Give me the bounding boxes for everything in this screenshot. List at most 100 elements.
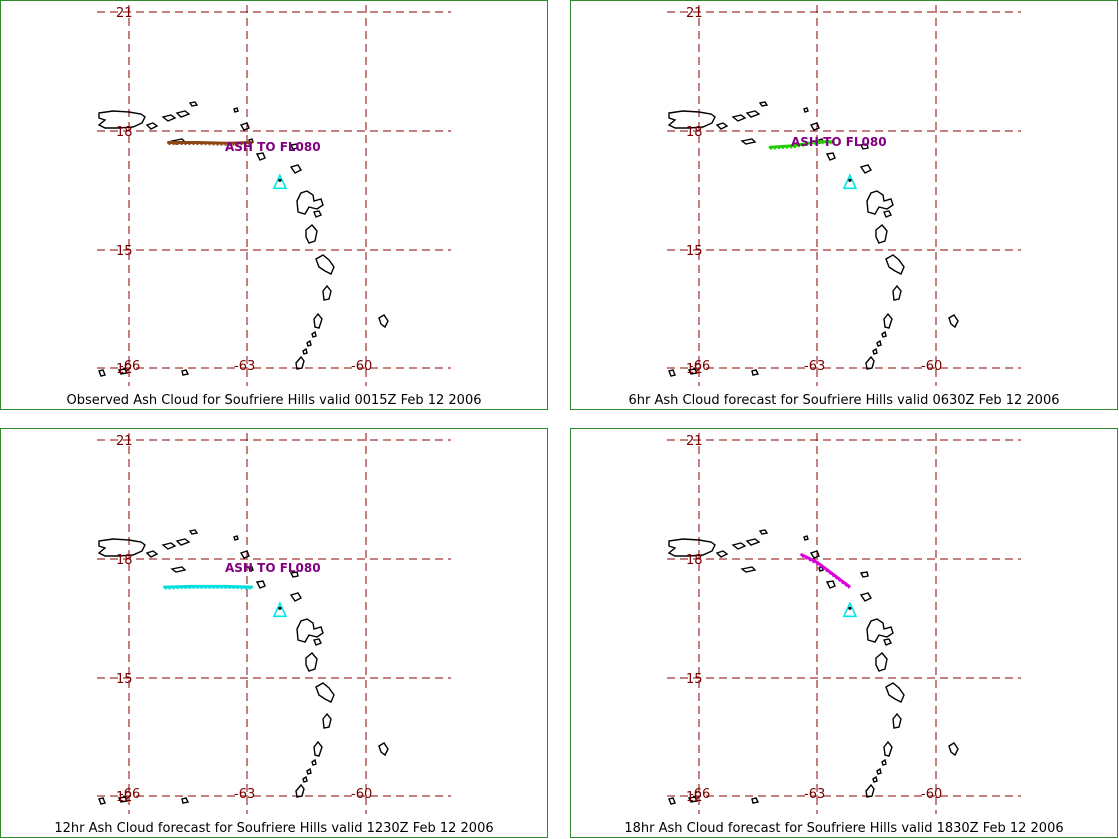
lat-tick-label: 12	[116, 790, 133, 805]
ash-cloud-trajectory	[167, 141, 253, 145]
coast-bonaire-area	[181, 797, 190, 804]
coast-grenada	[295, 783, 305, 798]
coast-curacao-area	[687, 796, 699, 803]
coastlines	[667, 101, 959, 377]
coast-grenadines-2	[876, 339, 882, 347]
coast-vieques	[715, 550, 729, 558]
lat-tick-label: 15	[686, 244, 703, 259]
coast-grenadines-2	[306, 339, 312, 347]
coast-guadeloupe	[296, 190, 324, 215]
lon-tick-label: -60	[351, 787, 372, 802]
coast-barbados	[378, 314, 389, 329]
coast-anguilla	[803, 107, 809, 113]
coast-st-vincent	[883, 312, 893, 329]
coast-grenadines-1	[881, 758, 887, 766]
coast-barbuda	[859, 143, 869, 150]
coast-anguilla	[233, 535, 239, 541]
coast-marie-galante	[313, 638, 322, 646]
coast-st-kitts	[825, 580, 836, 589]
coast-virgin-islands-1	[731, 114, 747, 122]
volcano-vent-dot	[848, 178, 852, 182]
lat-tick-label: 15	[116, 244, 133, 259]
coast-st-croix	[740, 566, 757, 573]
coast-grenadines-1	[881, 330, 887, 338]
caption-18hr: 18hr Ash Cloud forecast for Soufriere Hi…	[624, 821, 1064, 836]
caption-6hr: 6hr Ash Cloud forecast for Soufriere Hil…	[628, 393, 1060, 408]
lat-tick-label: 18	[686, 553, 703, 568]
coast-grenada	[865, 783, 875, 798]
coast-virgin-islands-3	[758, 101, 769, 107]
coast-barbados	[948, 314, 959, 329]
coast-martinique	[315, 682, 335, 703]
ash-cloud-fringe	[168, 144, 252, 146]
coast-dominica	[305, 224, 318, 244]
grid-lines	[667, 5, 1021, 386]
coastlines	[667, 529, 959, 805]
caption-observed: Observed Ash Cloud for Soufriere Hills v…	[66, 393, 482, 408]
coast-grenadines-3	[872, 347, 878, 355]
lat-tick-label: 21	[116, 434, 133, 449]
caption-12hr: 12hr Ash Cloud forecast for Soufriere Hi…	[54, 821, 494, 836]
volcano-vent-dot	[278, 606, 282, 610]
grid-lines	[97, 433, 451, 814]
coast-bonaire-area	[751, 797, 760, 804]
coast-virgin-islands-1	[731, 542, 747, 550]
volcano-triangle-icon	[272, 601, 288, 618]
coast-antigua	[289, 592, 302, 602]
lat-tick-label: 15	[116, 672, 133, 687]
coast-grenadines-2	[876, 767, 882, 775]
coast-st-barths	[248, 566, 254, 572]
coast-st-vincent	[883, 740, 893, 757]
lon-tick-label: -60	[921, 359, 942, 374]
lon-tick-label: -66	[119, 359, 140, 374]
coast-barbados	[948, 742, 959, 757]
ash-cloud-trajectory	[768, 140, 835, 149]
coast-curacao-area	[687, 368, 699, 375]
coast-barbuda	[859, 571, 869, 578]
coast-grenadines-1	[311, 330, 317, 338]
coast-st-kitts	[825, 152, 836, 161]
lat-tick-label: 12	[686, 362, 703, 377]
lat-tick-label: 21	[686, 6, 703, 21]
coast-antigua	[859, 164, 872, 174]
ash-cloud-fringe	[801, 556, 850, 589]
coast-vieques	[145, 122, 159, 130]
panel-6hr: 21 18 15 12 -66 -63 -60 ASH TO FL080 6hr Ash Cl…	[570, 0, 1118, 410]
coast-barbados	[378, 742, 389, 757]
lon-tick-label: -66	[689, 359, 710, 374]
coast-st-martin	[809, 122, 820, 131]
coast-bonaire-area	[181, 369, 190, 376]
coast-grenadines-3	[302, 775, 308, 783]
coast-marie-galante	[313, 210, 322, 218]
coast-marie-galante	[883, 210, 892, 218]
coast-virgin-islands-2	[745, 110, 761, 118]
grid-lines	[97, 5, 451, 386]
coast-bonaire-area	[751, 369, 760, 376]
lon-tick-label: -63	[234, 359, 255, 374]
coast-puerto-rico	[667, 110, 716, 129]
coast-barbuda	[289, 571, 299, 578]
coast-virgin-islands-2	[175, 110, 191, 118]
coast-virgin-islands-3	[188, 529, 199, 535]
coast-vieques	[715, 122, 729, 130]
coast-barbuda	[289, 143, 299, 150]
ash-altitude-annotation: ASH TO FL080	[225, 140, 321, 154]
coast-grenadines-2	[306, 767, 312, 775]
coast-puerto-rico	[97, 110, 146, 129]
coast-puerto-rico	[97, 538, 146, 557]
coast-virgin-islands-1	[161, 542, 177, 550]
coast-grenada	[865, 355, 875, 370]
coast-st-croix	[740, 138, 757, 145]
coastlines	[97, 529, 389, 805]
coast-guadeloupe	[296, 618, 324, 643]
volcano-vent-dot	[848, 606, 852, 610]
lon-tick-label: -60	[921, 787, 942, 802]
coast-vieques	[145, 550, 159, 558]
coast-puerto-rico	[667, 538, 716, 557]
lat-tick-label: 12	[686, 790, 703, 805]
coast-dominica	[875, 652, 888, 672]
coast-st-croix	[170, 566, 187, 573]
ash-cloud-fringe	[164, 587, 252, 590]
lat-tick-label: 21	[686, 434, 703, 449]
lon-tick-label: -63	[804, 359, 825, 374]
